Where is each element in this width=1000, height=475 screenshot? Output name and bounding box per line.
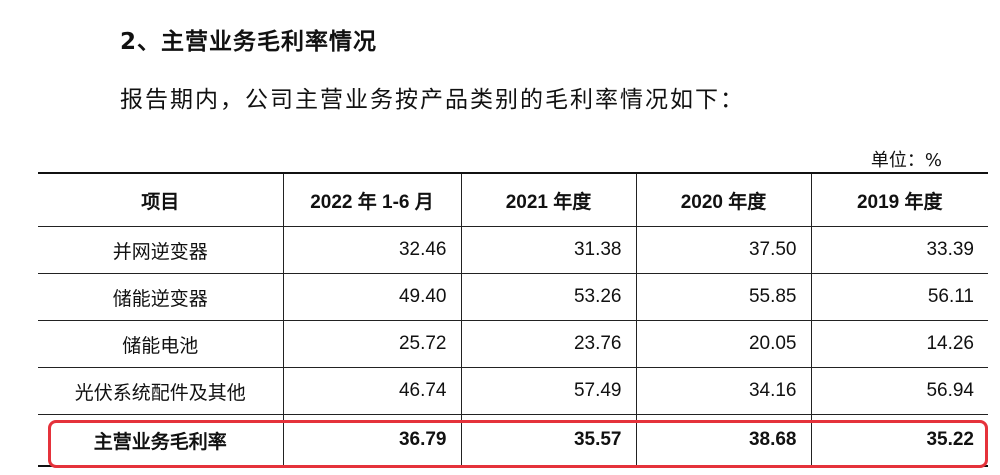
- total-row-label: 主营业务毛利率: [38, 414, 284, 467]
- table-cell: 53.26: [460, 273, 637, 321]
- gross-margin-table: 项目 2022 年 1-6 月 2021 年度 2020 年度 2019 年度 …: [38, 172, 988, 467]
- table-cell: 55.85: [635, 273, 812, 321]
- unit-label: 单位：%: [870, 150, 942, 171]
- table-row: 储能逆变器 49.40 53.26 55.85 56.11: [38, 273, 988, 321]
- table-cell: 33.39: [810, 226, 988, 274]
- table-cell: 32.46: [282, 226, 462, 274]
- table-row: 并网逆变器 32.46 31.38 37.50 33.39: [38, 226, 988, 274]
- row-label: 光伏系统配件及其他: [38, 367, 284, 415]
- table-cell: 20.05: [635, 320, 812, 368]
- table-cell: 25.72: [282, 320, 462, 368]
- intro-paragraph: 报告期内，公司主营业务按产品类别的毛利率情况如下：: [120, 87, 745, 113]
- table-row: 光伏系统配件及其他 46.74 57.49 34.16 56.94: [38, 367, 988, 415]
- table-cell: 56.11: [810, 273, 988, 321]
- table-header-row: 项目 2022 年 1-6 月 2021 年度 2020 年度 2019 年度: [38, 172, 988, 227]
- total-cell: 38.68: [635, 414, 812, 467]
- total-cell: 35.22: [810, 414, 988, 467]
- total-row: 主营业务毛利率 36.79 35.57 38.68 35.22: [38, 414, 988, 467]
- column-header: 2021 年度: [460, 172, 637, 227]
- table-cell: 37.50: [635, 226, 812, 274]
- column-header: 2022 年 1-6 月: [282, 172, 462, 227]
- column-header: 2019 年度: [810, 172, 988, 227]
- table-cell: 14.26: [810, 320, 988, 368]
- table-cell: 31.38: [460, 226, 637, 274]
- table-cell: 46.74: [282, 367, 462, 415]
- section-heading: 2、主营业务毛利率情况: [120, 29, 378, 55]
- table-row: 储能电池 25.72 23.76 20.05 14.26: [38, 320, 988, 368]
- table-cell: 23.76: [460, 320, 637, 368]
- table-cell: 57.49: [460, 367, 637, 415]
- row-label: 并网逆变器: [38, 226, 284, 274]
- table-cell: 34.16: [635, 367, 812, 415]
- row-label: 储能逆变器: [38, 273, 284, 321]
- table-cell: 56.94: [810, 367, 988, 415]
- row-label: 储能电池: [38, 320, 284, 368]
- table-cell: 49.40: [282, 273, 462, 321]
- column-header: 项目: [38, 172, 284, 227]
- total-cell: 36.79: [282, 414, 462, 467]
- column-header: 2020 年度: [635, 172, 812, 227]
- total-cell: 35.57: [460, 414, 637, 467]
